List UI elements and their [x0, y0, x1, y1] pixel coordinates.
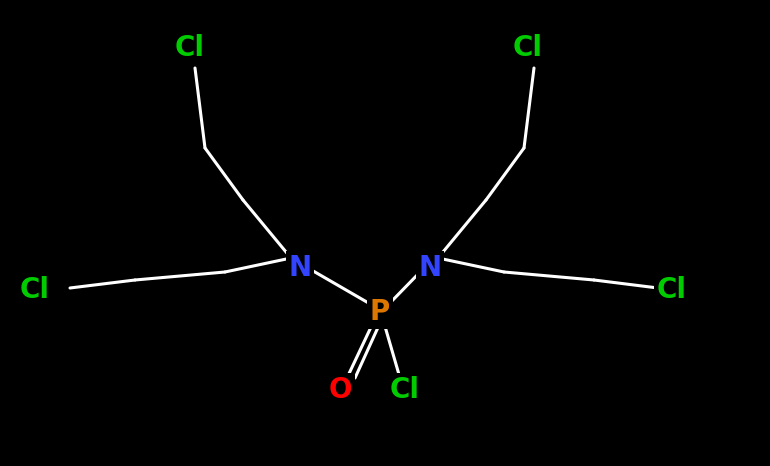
Text: N: N [418, 254, 441, 282]
Text: Cl: Cl [390, 376, 420, 404]
Text: Cl: Cl [657, 276, 687, 304]
Text: Cl: Cl [20, 276, 50, 304]
Text: Cl: Cl [175, 34, 205, 62]
Text: O: O [328, 376, 352, 404]
Text: P: P [370, 298, 390, 326]
Text: Cl: Cl [513, 34, 543, 62]
Text: N: N [289, 254, 312, 282]
